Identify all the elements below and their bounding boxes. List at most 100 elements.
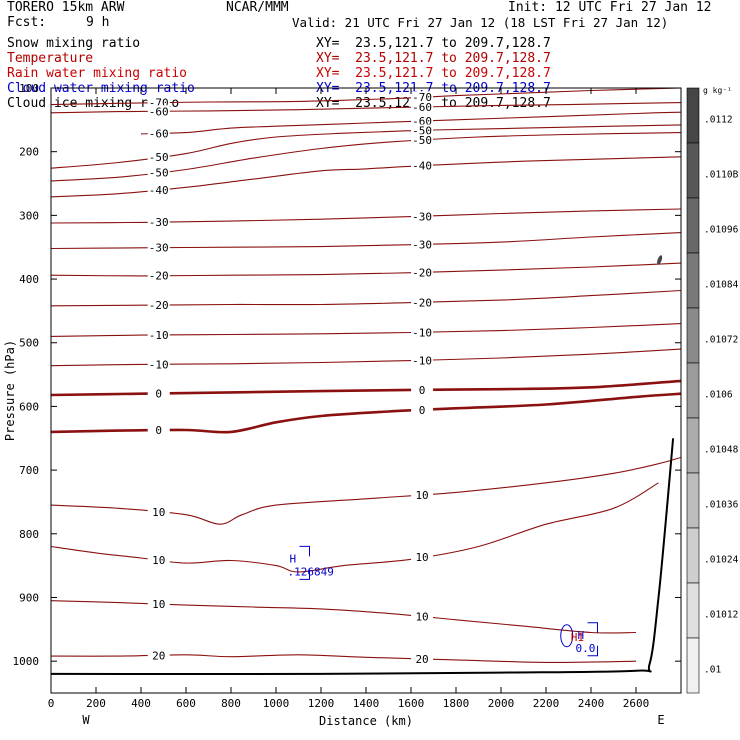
y-tick-label: 700 <box>19 464 39 477</box>
isotherm-line <box>50 392 682 434</box>
colorbar-label: .0110B <box>704 169 739 180</box>
isotherm-label-bg <box>147 216 170 228</box>
x-tick-label: 2000 <box>488 697 515 710</box>
field-xy: XY= 23.5,121.7 to 209.7,128.7 <box>316 51 551 66</box>
isotherm-line <box>50 654 637 663</box>
isotherm-label-bg <box>147 328 170 340</box>
isotherm-label-bg <box>147 387 170 399</box>
isotherm-label-bg <box>411 124 434 136</box>
isotherm-label-bg <box>411 354 434 366</box>
isotherm-label-bg <box>147 151 170 163</box>
y-tick-label: 400 <box>19 273 39 286</box>
isotherm-line <box>50 323 682 337</box>
isotherm-label: 10 <box>152 554 165 567</box>
isotherm-line <box>140 111 682 135</box>
colorbar-label: .01072 <box>704 334 738 345</box>
isotherm-label-bg <box>411 551 434 563</box>
isotherm-label-bg <box>147 105 170 117</box>
cloud-water-max-value: 0.0 <box>576 642 596 655</box>
isotherm-label: -30 <box>149 216 169 229</box>
colorbar-swatch <box>686 307 700 364</box>
isotherm-line <box>50 600 637 634</box>
field-name: Rain water mixing ratio <box>7 66 188 81</box>
isotherm-label-bg <box>147 649 170 661</box>
cloud-water-contour <box>587 622 598 633</box>
isotherm-label: -60 <box>412 101 432 114</box>
y-axis-title: Pressure (hPa) <box>3 340 17 441</box>
isotherm-label-bg <box>411 610 434 622</box>
isotherm-label-bg <box>147 358 170 370</box>
cloud-water-contour <box>299 545 310 557</box>
isotherm-label-bg <box>147 241 170 253</box>
isotherm-label: 10 <box>152 506 165 519</box>
isotherm-label-bg <box>147 506 170 518</box>
isotherm-label-bg <box>411 326 434 338</box>
colorbar-label: .0112 <box>704 114 733 125</box>
isotherm-label: 0 <box>419 384 426 397</box>
forecast-hour: 9 h <box>86 15 110 30</box>
init-time: Init: 12 UTC Fri 27 Jan 12 <box>508 0 712 15</box>
colorbar-label: .01 <box>704 664 721 675</box>
isotherm-label: -20 <box>412 266 432 279</box>
x-end-label-west: W <box>82 713 90 727</box>
isotherm-label: -70 <box>412 91 432 104</box>
isotherm-line <box>50 208 682 224</box>
isotherm-label: -40 <box>149 184 169 197</box>
isotherm-line <box>50 132 682 182</box>
colorbar-swatch <box>686 417 700 474</box>
isotherm-label-bg <box>147 424 170 436</box>
valid-time: Valid: 21 UTC Fri 27 Jan 12 (18 LST Fri … <box>292 15 669 30</box>
colorbar-label: .01024 <box>704 554 739 565</box>
snow-mixing-ratio-mark <box>657 255 663 265</box>
colorbar-label: .01012 <box>704 609 738 620</box>
isotherm-line <box>50 124 682 169</box>
terrain-line <box>50 438 675 675</box>
field-name: Snow mixing ratio <box>7 36 141 51</box>
colorbar-swatch <box>686 362 700 419</box>
y-tick-label: 500 <box>19 337 39 350</box>
isotherm-label: 10 <box>415 551 428 564</box>
cloud-water-contour <box>587 645 598 657</box>
isotherm-label-bg <box>411 91 434 103</box>
model-title: TORERO 15km ARW <box>7 0 125 15</box>
isotherm-label-bg <box>147 299 170 311</box>
isotherm-label-bg <box>147 598 170 610</box>
colorbar-swatch <box>686 142 700 199</box>
isotherm-label: 10 <box>415 611 428 624</box>
isotherm-line <box>50 289 682 307</box>
rain-water-max-label: H1 <box>571 631 584 644</box>
forecast-label: Fcst: <box>7 15 47 30</box>
field-xy: XY= 23.5,121.7 to 209.7,128.7 <box>316 66 551 81</box>
isotherm-label-bg <box>411 488 434 500</box>
isotherm-label: 0 <box>155 387 162 400</box>
isotherm-label: -10 <box>149 329 169 342</box>
colorbar-swatch <box>686 252 700 309</box>
isotherm-label: 10 <box>415 489 428 502</box>
isotherm-label: 10 <box>152 598 165 611</box>
isotherm-label-bg <box>411 266 434 278</box>
isotherm-label-bg <box>147 269 170 281</box>
cloud-water-contour <box>299 569 310 580</box>
x-tick-label: 0 <box>48 697 55 710</box>
x-tick-label: 200 <box>86 697 106 710</box>
isotherm-label-bg <box>411 296 434 308</box>
isotherm-label-bg <box>411 159 434 171</box>
colorbar-swatch <box>686 87 700 144</box>
colorbar-swatch <box>686 472 700 529</box>
isotherm-label: -50 <box>149 167 169 180</box>
colorbar-label: .01096 <box>704 224 739 235</box>
isotherm-label-bg <box>411 403 434 415</box>
colorbar-label: .01048 <box>704 444 739 455</box>
isotherm-label: -50 <box>412 134 432 147</box>
y-tick-label: 1000 <box>13 655 40 668</box>
y-tick-label: 300 <box>19 209 39 222</box>
y-tick-label: 900 <box>19 591 39 604</box>
isotherm-label: -30 <box>149 242 169 255</box>
x-tick-label: 1600 <box>398 697 425 710</box>
isotherm-label: 0 <box>419 404 426 417</box>
isotherm-line <box>50 232 682 250</box>
isotherm-label-bg <box>147 553 170 565</box>
center-title: NCAR/MMM <box>226 0 289 15</box>
cloud-water-max-label: H <box>578 629 585 642</box>
